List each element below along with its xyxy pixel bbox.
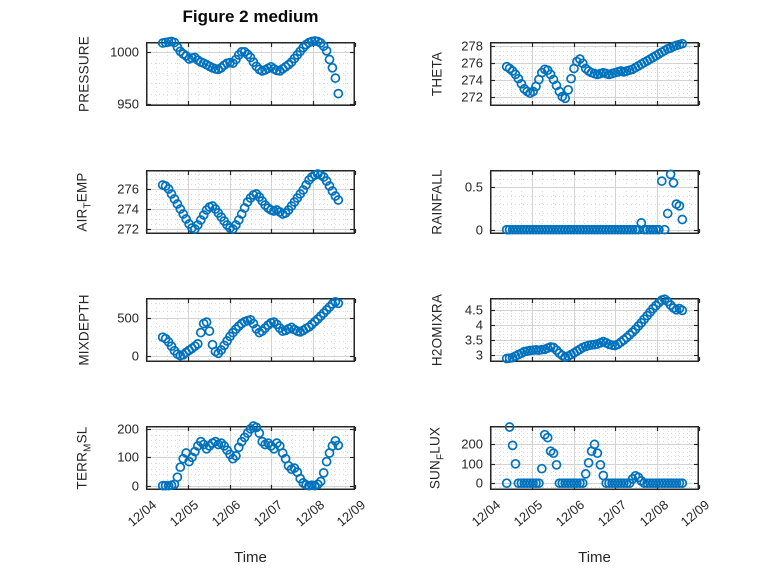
axes-box bbox=[490, 298, 699, 362]
y-axis-label-sun-flux: SUNFLUX bbox=[427, 426, 447, 490]
scatter-series-h2omixra bbox=[501, 294, 688, 364]
tick-marks bbox=[145, 299, 357, 361]
plot-area-sun-flux bbox=[489, 422, 701, 490]
plot-area-air-temp bbox=[145, 169, 357, 234]
x-tick-label: 12/09 bbox=[334, 497, 369, 530]
y-axis-label-rainfall: RAINFALL bbox=[429, 169, 445, 235]
x-tick-label: 12/05 bbox=[166, 497, 202, 530]
y-tick-label-mixdepth: 0 bbox=[131, 348, 139, 364]
y-tick-label-h2omixra: 4.5 bbox=[464, 302, 483, 318]
y-tick-label-sun-flux: 100 bbox=[461, 456, 483, 472]
y-tick-label-rainfall: 0.5 bbox=[464, 179, 483, 195]
y-tick-label-h2omixra: 3.5 bbox=[464, 332, 483, 348]
scatter-series-terr-msl bbox=[157, 421, 344, 491]
x-tick-label: 12/07 bbox=[250, 497, 286, 530]
y-axis-label-pressure: PRESSURE bbox=[76, 36, 92, 112]
y-tick-label-terr-msl: 0 bbox=[131, 478, 139, 494]
y-tick-label-air-temp: 276 bbox=[117, 181, 139, 197]
scatter-series-mixdepth bbox=[157, 296, 344, 361]
y-tick-label-terr-msl: 100 bbox=[117, 449, 139, 465]
y-tick-label-theta: 274 bbox=[461, 72, 483, 88]
y-tick-label-theta: 278 bbox=[461, 38, 483, 54]
x-axis-label-left: Time bbox=[234, 549, 267, 566]
x-tick-label: 12/08 bbox=[292, 497, 327, 530]
scatter-series-rainfall bbox=[501, 169, 688, 235]
plot-area-theta bbox=[489, 38, 701, 106]
plot-area-rainfall bbox=[489, 169, 701, 235]
y-tick-label-mixdepth: 500 bbox=[117, 310, 139, 326]
x-tick-label: 12/06 bbox=[208, 497, 244, 530]
y-axis-label-terr-msl: TERRMSL bbox=[74, 426, 94, 490]
y-tick-label-rainfall: 0 bbox=[475, 222, 483, 238]
x-tick-label: 12/04 bbox=[125, 497, 160, 530]
x-tick-label: 12/08 bbox=[636, 497, 671, 530]
major-grid bbox=[491, 171, 698, 233]
y-tick-label-theta: 276 bbox=[461, 55, 483, 71]
scatter-series-pressure bbox=[157, 36, 344, 99]
y-tick-label-h2omixra: 3 bbox=[475, 347, 483, 363]
x-tick-label: 12/05 bbox=[510, 497, 546, 530]
x-axis-label-right: Time bbox=[578, 549, 611, 566]
y-axis-label-theta: THETA bbox=[429, 51, 445, 97]
axes-box bbox=[146, 426, 355, 490]
axes-box bbox=[490, 426, 699, 490]
y-axis-label-h2omixra: H2OMIXRA bbox=[429, 293, 445, 367]
axes-box bbox=[490, 42, 699, 106]
y-tick-label-terr-msl: 200 bbox=[117, 421, 139, 437]
scatter-series-theta bbox=[501, 38, 688, 104]
plot-area-terr-msl bbox=[145, 421, 357, 491]
axes-box bbox=[146, 298, 355, 362]
y-axis-label-air-temp: AIRTEMP bbox=[74, 172, 94, 232]
y-tick-label-pressure: 1000 bbox=[110, 44, 139, 60]
y-tick-label-sun-flux: 0 bbox=[475, 475, 483, 491]
tick-marks bbox=[489, 43, 701, 105]
y-tick-label-air-temp: 272 bbox=[117, 221, 139, 237]
minor-grid bbox=[491, 171, 698, 233]
y-tick-label-theta: 272 bbox=[461, 89, 483, 105]
figure-title: Figure 2 medium bbox=[182, 7, 319, 26]
y-tick-label-pressure: 950 bbox=[117, 96, 139, 112]
x-tick-label: 12/09 bbox=[678, 497, 713, 530]
tick-marks bbox=[145, 427, 357, 489]
plot-area-h2omixra bbox=[489, 294, 701, 364]
y-tick-label-air-temp: 274 bbox=[117, 201, 139, 217]
axes-box bbox=[146, 170, 355, 234]
x-tick-label: 12/06 bbox=[552, 497, 588, 530]
x-tick-label: 12/07 bbox=[594, 497, 630, 530]
y-tick-label-h2omixra: 4 bbox=[475, 317, 483, 333]
scatter-series-sun-flux bbox=[501, 422, 688, 489]
y-tick-label-sun-flux: 200 bbox=[461, 436, 483, 452]
y-axis-label-mixdepth: MIXDEPTH bbox=[76, 294, 92, 366]
x-tick-label: 12/04 bbox=[469, 497, 504, 530]
plot-area-pressure bbox=[145, 36, 357, 106]
axes-box bbox=[146, 42, 355, 106]
scatter-series-air-temp bbox=[157, 169, 344, 234]
plot-area-mixdepth bbox=[145, 296, 357, 362]
